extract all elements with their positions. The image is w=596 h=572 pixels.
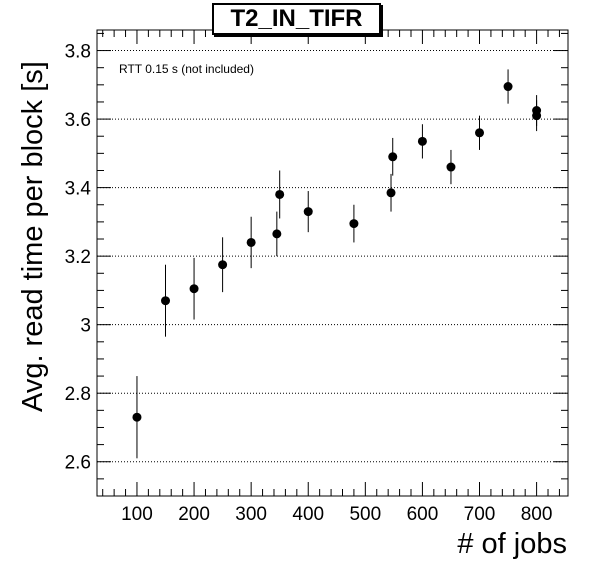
x-axis-label: # of jobs bbox=[457, 528, 567, 560]
data-point bbox=[532, 111, 542, 121]
data-point bbox=[417, 136, 427, 146]
x-tick-label: 800 bbox=[521, 504, 553, 525]
data-points bbox=[132, 69, 542, 459]
data-point bbox=[275, 189, 285, 199]
y-tick-label: 3.6 bbox=[65, 110, 91, 131]
plot-frame bbox=[96, 29, 569, 497]
y-tick-label: 3.4 bbox=[65, 179, 92, 200]
data-point bbox=[218, 260, 228, 270]
x-tick-label: 100 bbox=[121, 504, 153, 525]
y-tick-label: 2.8 bbox=[65, 384, 91, 405]
x-tick-label: 700 bbox=[464, 504, 496, 525]
x-tick-label: 300 bbox=[235, 504, 267, 525]
grid-lines bbox=[97, 50, 568, 463]
data-point bbox=[272, 229, 282, 239]
data-point bbox=[161, 296, 171, 306]
y-tick-label: 2.6 bbox=[65, 453, 91, 474]
y-tick-label: 3.2 bbox=[65, 247, 91, 268]
x-tick-label: 600 bbox=[407, 504, 439, 525]
data-point bbox=[503, 82, 513, 92]
x-tick-label: 400 bbox=[292, 504, 324, 525]
data-point bbox=[388, 152, 398, 162]
data-point bbox=[475, 128, 485, 138]
tick-labels: 2.6 2.8 3 3.2 3.4 3.6 3.8 100 200 300 400 500 600 700… bbox=[65, 42, 553, 525]
x-tick-label: 500 bbox=[349, 504, 381, 525]
data-point bbox=[386, 188, 396, 198]
data-point bbox=[189, 284, 199, 294]
rtt-annotation: RTT 0.15 s (not included) bbox=[119, 62, 254, 76]
data-point bbox=[303, 207, 313, 217]
x-tick-label: 200 bbox=[178, 504, 210, 525]
data-point bbox=[446, 162, 456, 172]
y-tick-label: 3.8 bbox=[65, 42, 91, 63]
y-tick-label: 3 bbox=[80, 316, 91, 337]
axis-ticks bbox=[97, 30, 568, 497]
data-point bbox=[349, 219, 359, 229]
data-point bbox=[246, 237, 256, 247]
data-point bbox=[132, 412, 142, 422]
chart-title: T2_IN_TIFR bbox=[212, 3, 381, 35]
y-axis-label: Avg. read time per block [s] bbox=[17, 61, 49, 412]
